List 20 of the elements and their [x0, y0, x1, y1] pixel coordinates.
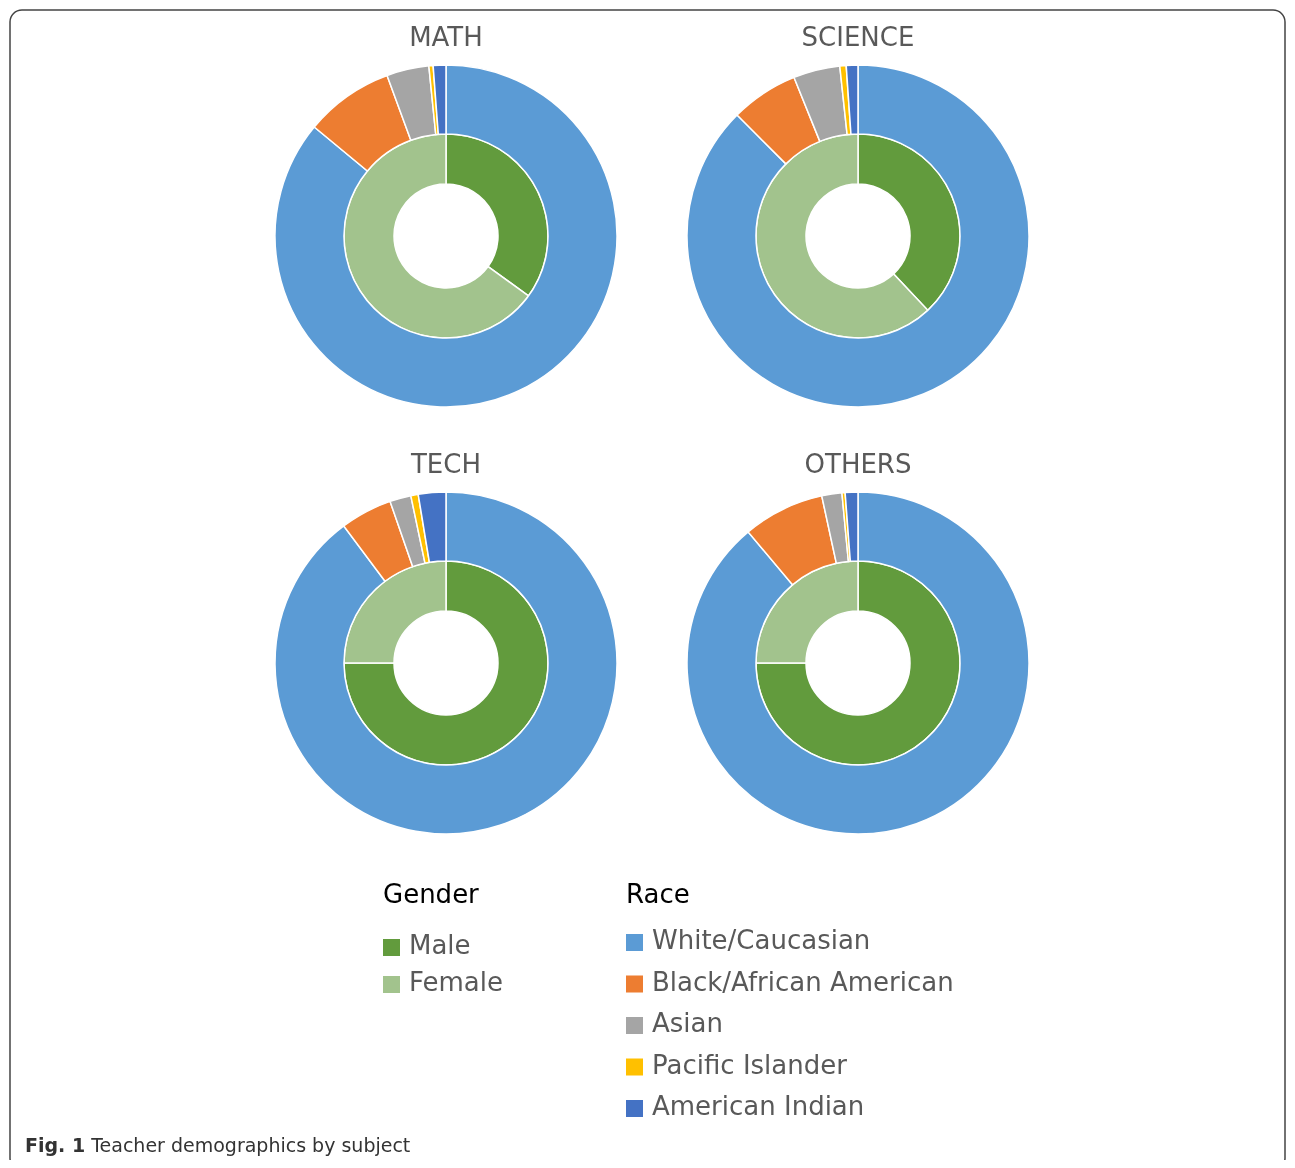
legend-label: White/Caucasian — [652, 925, 871, 955]
legend-title: Race — [626, 879, 690, 909]
legend-label: Male — [409, 930, 471, 960]
legend-label: Black/African American — [652, 966, 954, 997]
chart-title: OTHERS — [804, 449, 912, 479]
caption: Fig. 1 Teacher demographics by subject — [25, 1134, 411, 1156]
donut-slice — [343, 560, 549, 766]
legend-label: Pacific Islander — [652, 1049, 848, 1080]
donut-slice — [755, 560, 961, 766]
legend-label: American Indian — [652, 1091, 865, 1121]
chart-title: SCIENCE — [801, 22, 915, 52]
legend-title: Gender — [383, 879, 480, 909]
chart-title: TECH — [409, 449, 482, 479]
donut-slice — [686, 64, 1030, 408]
legend-label: Asian — [652, 1008, 723, 1038]
donut-slice — [274, 64, 618, 408]
chart-title: MATH — [409, 22, 483, 52]
donut-slice — [686, 491, 1030, 835]
donut-slice — [274, 491, 618, 835]
legend-label: Female — [409, 967, 504, 997]
